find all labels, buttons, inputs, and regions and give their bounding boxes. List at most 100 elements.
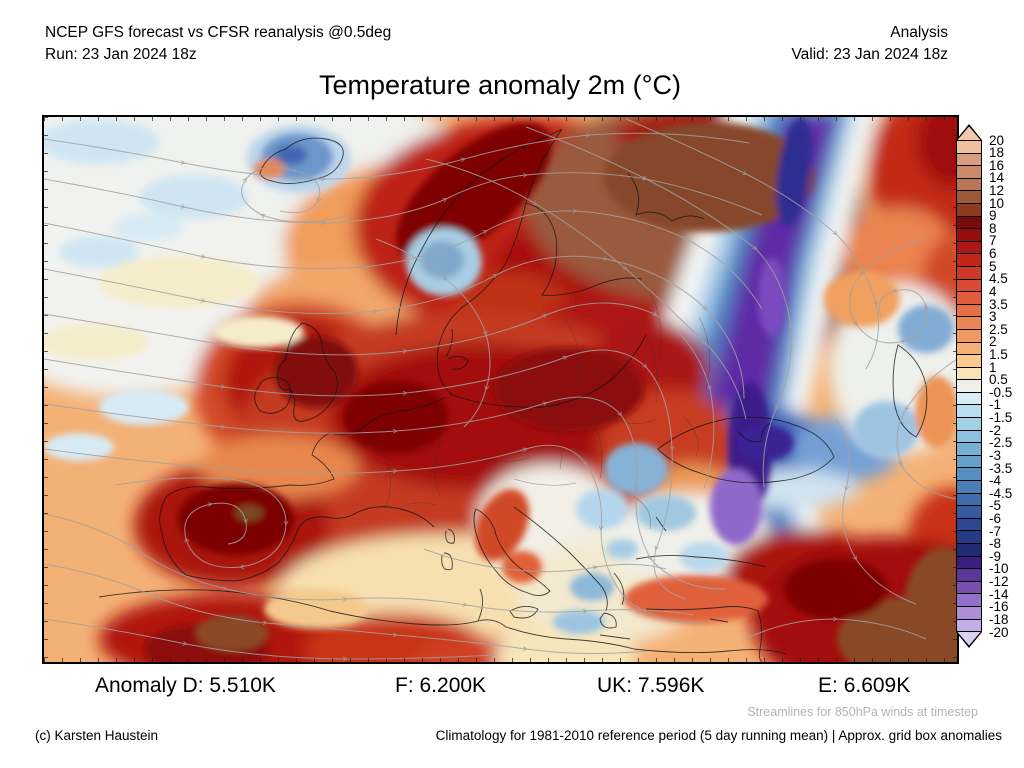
colorbar-segment — [957, 241, 981, 255]
stat-e-label: E — [818, 674, 844, 697]
colorbar-segment — [957, 556, 981, 570]
colorbar-tick-label: -12 — [989, 574, 1009, 590]
colorbar-segment — [957, 317, 981, 330]
stat-f-value: 6.200K — [419, 674, 487, 697]
stat-d-label: Anomaly D — [95, 674, 209, 697]
colorbar-tick-label: 2 — [989, 334, 997, 350]
colorbar-tick-label: 6 — [989, 246, 997, 262]
colorbar-segment — [957, 430, 981, 444]
colorbar-tick-label: 9 — [989, 208, 997, 224]
colorbar-segment — [957, 266, 981, 280]
streamlines-note: Streamlines for 850hPa winds at timestep — [747, 705, 978, 719]
colorbar-tick-label: -16 — [989, 599, 1009, 615]
stat-f-label: F — [395, 674, 420, 697]
stat-d: Anomaly D5.510K — [95, 674, 276, 698]
colorbar-tick-label: -7 — [989, 523, 1002, 539]
colorbar-segment — [957, 606, 981, 620]
colorbar-tick-label: -3.5 — [989, 460, 1013, 476]
colorbar-tick-label: 2.5 — [989, 321, 1008, 337]
colorbar: 20 18 16 14 12 10 9 8 7 6 5 4.5 4 3.5 3 2.5 2 1.5 1 0.5 -0.5… — [956, 124, 1024, 648]
colorbar-segment — [957, 380, 981, 393]
colorbar-segment — [957, 367, 981, 381]
colorbar-segment — [957, 481, 981, 494]
valid-info: Analysis Valid: 23 Jan 2024 18z — [791, 22, 948, 66]
colorbar-tick-label: -4 — [989, 473, 1002, 489]
colorbar-tick-label: -4.5 — [989, 485, 1013, 501]
run-info: NCEP GFS forecast vs CFSR reanalysis @0.… — [45, 22, 391, 66]
colorbar-segment — [957, 203, 981, 217]
colorbar-segment — [957, 392, 981, 406]
stat-uk-label: UK — [597, 674, 638, 697]
colorbar-tick-label: 4.5 — [989, 271, 1008, 287]
colorbar-segment — [957, 141, 981, 154]
colorbar-segment — [957, 153, 981, 167]
colorbar-tick-label: -5 — [989, 498, 1002, 514]
colorbar-segment — [957, 531, 981, 544]
colorbar-segments — [956, 140, 982, 632]
streamlines-layer — [44, 118, 957, 659]
colorbar-segment — [957, 342, 981, 356]
colorbar-segment — [957, 329, 981, 343]
colorbar-tick-label: -1 — [989, 397, 1002, 413]
colorbar-tick-label: 20 — [989, 132, 1005, 148]
colorbar-tick-label: -2 — [989, 422, 1002, 438]
colorbar-tick-label: -14 — [989, 586, 1009, 602]
colorbar-tick-label: -20 — [989, 624, 1009, 640]
colorbar-segment — [957, 493, 981, 507]
colorbar-segment — [957, 279, 981, 293]
frame-ticks — [44, 117, 957, 662]
anomaly-map — [42, 115, 959, 664]
run-line: Run: 23 Jan 2024 18z — [45, 46, 197, 63]
colorbar-tick-label: -8 — [989, 536, 1002, 552]
colorbar-tick-label: 18 — [989, 145, 1005, 161]
colorbar-segment — [957, 355, 981, 368]
colorbar-tick-label: 14 — [989, 170, 1005, 186]
copyright: (c) Karsten Haustein — [35, 728, 159, 743]
model-line: NCEP GFS forecast vs CFSR reanalysis @0.… — [45, 24, 392, 41]
colorbar-segment — [957, 619, 981, 632]
colorbar-segment — [957, 166, 981, 179]
colorbar-tick-label: 5 — [989, 258, 997, 274]
colorbar-tick-label: -18 — [989, 611, 1009, 627]
colorbar-segment — [957, 594, 981, 607]
colorbar-tick-label: 1 — [989, 359, 997, 375]
colorbar-segment — [957, 569, 981, 582]
stat-uk-value: 7.596K — [637, 674, 705, 697]
colorbar-segment — [957, 544, 981, 557]
colorbar-arrow-up — [956, 124, 982, 140]
colorbar-segment — [957, 468, 981, 482]
colorbar-tick-label: 16 — [989, 157, 1005, 173]
climatology-note: Climatology for 1981-2010 reference peri… — [435, 728, 1002, 743]
colorbar-tick-label: -9 — [989, 548, 1002, 564]
colorbar-arrow-down — [956, 632, 982, 648]
colorbar-tick-label: -2.5 — [989, 435, 1013, 451]
stat-e-value: 6.609K — [843, 674, 911, 697]
colorbar-segment — [957, 292, 981, 305]
colorbar-segment — [957, 405, 981, 419]
stat-e: E6.609K — [818, 674, 910, 698]
colorbar-segment — [957, 254, 981, 267]
colorbar-segment — [957, 191, 981, 204]
colorbar-segment — [957, 506, 981, 519]
temperature-anomaly-field — [44, 117, 957, 662]
colorbar-tick-label: 3.5 — [989, 296, 1008, 312]
colorbar-tick-label: -3 — [989, 447, 1002, 463]
colorbar-segment — [957, 518, 981, 532]
colorbar-tick-label: 8 — [989, 220, 997, 236]
colorbar-segment — [957, 581, 981, 595]
colorbar-tick-label: -6 — [989, 510, 1002, 526]
colorbar-tick-label: 0.5 — [989, 372, 1008, 388]
colorbar-segment — [957, 229, 981, 242]
colorbar-segment — [957, 443, 981, 456]
valid-line: Valid: 23 Jan 2024 18z — [791, 46, 948, 63]
page-title: Temperature anomaly 2m (°C) — [319, 70, 681, 100]
colorbar-segment — [957, 418, 981, 431]
stat-d-value: 5.510K — [209, 674, 276, 697]
colorbar-tick-label: 10 — [989, 195, 1005, 211]
stat-f: F6.200K — [395, 674, 486, 698]
colorbar-segment — [957, 455, 981, 469]
colorbar-tick-label: -0.5 — [989, 384, 1013, 400]
stat-uk: UK7.596K — [597, 674, 704, 698]
analysis-label: Analysis — [890, 24, 948, 41]
colorbar-tick-label: 7 — [989, 233, 997, 249]
